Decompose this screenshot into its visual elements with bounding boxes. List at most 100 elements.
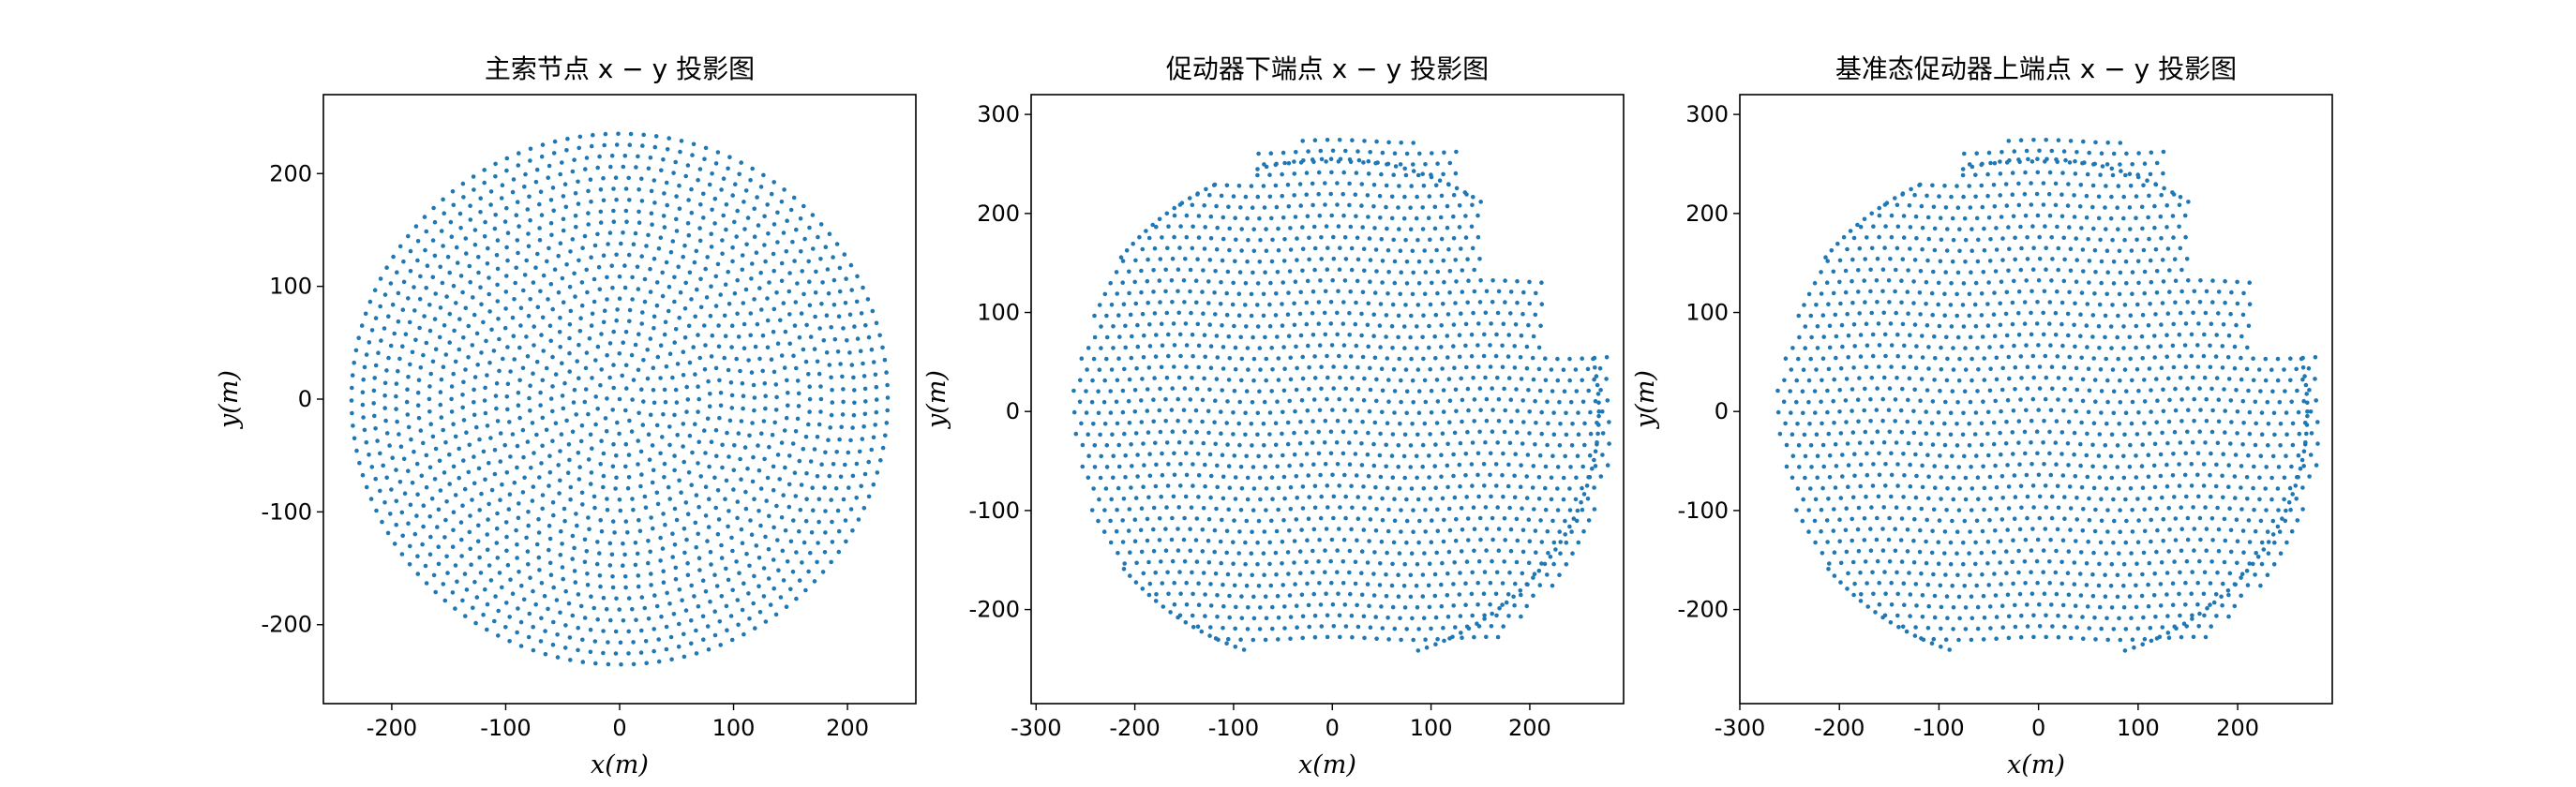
scatter-point — [2263, 486, 2268, 491]
scatter-point — [1300, 635, 1305, 641]
scatter-point — [1957, 356, 1962, 362]
scatter-point — [505, 230, 511, 235]
scatter-point — [2073, 603, 2078, 608]
scatter-point — [2202, 375, 2208, 380]
scatter-point — [1447, 527, 1453, 533]
scatter-point — [350, 410, 354, 416]
scatter-point — [1457, 462, 1462, 468]
scatter-point — [2270, 389, 2275, 394]
scatter-point — [1397, 184, 1401, 188]
scatter-point — [637, 209, 641, 215]
scatter-point — [1447, 420, 1452, 425]
scatter-point — [1389, 215, 1395, 221]
scatter-point — [1831, 528, 1836, 533]
scatter-point — [1391, 172, 1396, 177]
scatter-point — [631, 242, 637, 247]
scatter-point — [1120, 540, 1126, 544]
scatter-point — [1887, 558, 1893, 564]
scatter-point — [1181, 537, 1187, 542]
scatter-point — [1299, 527, 1304, 532]
scatter-point — [1170, 558, 1176, 564]
scatter-point — [1460, 419, 1464, 424]
scatter-point — [2111, 497, 2116, 502]
scatter-point — [2247, 431, 2253, 437]
scatter-point — [1832, 507, 1836, 512]
scatter-point — [1392, 410, 1397, 415]
scatter-point — [2128, 356, 2133, 362]
scatter-point — [783, 329, 788, 334]
scatter-point — [1276, 485, 1281, 491]
scatter-point — [1172, 580, 1176, 586]
scatter-point — [743, 489, 748, 495]
scatter-point — [447, 340, 453, 345]
scatter-point — [560, 565, 565, 570]
scatter-point — [2029, 332, 2034, 337]
scatter-point — [2056, 397, 2060, 402]
scatter-point — [2130, 291, 2134, 297]
scatter-point — [2074, 365, 2079, 371]
scatter-point — [1803, 475, 1807, 481]
scatter-point — [1447, 398, 1453, 404]
scatter-point — [1392, 389, 1398, 394]
scatter-point — [2023, 581, 2028, 586]
scatter-point — [1905, 549, 1910, 554]
scatter-point — [1824, 280, 1830, 286]
scatter-point — [1196, 495, 1201, 499]
scatter-point — [2178, 376, 2183, 380]
scatter-point — [661, 214, 666, 218]
scatter-point — [561, 216, 566, 222]
scatter-point — [2183, 602, 2188, 607]
scatter-point — [1276, 507, 1281, 512]
scatter-point — [481, 612, 486, 617]
scatter-point — [1281, 345, 1286, 349]
scatter-point — [1950, 518, 1954, 524]
scatter-point — [2118, 508, 2122, 512]
scatter-point — [747, 616, 752, 621]
scatter-point — [2282, 367, 2286, 372]
scatter-point — [1919, 506, 1925, 512]
scatter-point — [1318, 602, 1324, 607]
scatter-point — [535, 251, 540, 257]
scatter-point — [2068, 268, 2074, 274]
scatter-point — [1472, 548, 1476, 554]
scatter-point — [394, 522, 399, 527]
scatter-point — [797, 578, 802, 583]
scatter-point — [2147, 560, 2152, 566]
scatter-point — [2030, 483, 2036, 488]
scatter-point — [1206, 560, 1212, 565]
scatter-point — [1183, 257, 1188, 261]
scatter-point — [2115, 334, 2119, 340]
scatter-point — [678, 149, 682, 155]
scatter-point — [1353, 192, 1358, 197]
scatter-point — [1543, 464, 1549, 469]
scatter-point — [838, 474, 844, 480]
scatter-point — [790, 239, 795, 245]
scatter-point — [550, 408, 555, 414]
scatter-point — [1409, 551, 1415, 556]
scatter-point — [2213, 483, 2219, 489]
scatter-point — [2016, 440, 2021, 445]
scatter-point — [2296, 453, 2301, 458]
scatter-point — [1184, 364, 1189, 369]
scatter-point — [2197, 429, 2202, 435]
scatter-point — [630, 275, 635, 280]
scatter-point — [1806, 378, 1812, 383]
scatter-point — [2019, 376, 2024, 380]
scatter-point — [1790, 453, 1796, 459]
scatter-point — [2146, 453, 2151, 458]
scatter-point — [1954, 313, 1959, 319]
scatter-point — [562, 380, 567, 386]
scatter-point — [664, 364, 669, 369]
scatter-point — [573, 580, 578, 585]
scatter-point — [1164, 440, 1170, 445]
scatter-point — [2105, 378, 2110, 383]
scatter-point — [1962, 453, 1967, 459]
scatter-point — [493, 394, 499, 398]
scatter-point — [2060, 171, 2065, 175]
scatter-point — [2244, 366, 2250, 372]
scatter-point — [1596, 423, 1601, 427]
scatter-point — [694, 544, 698, 550]
scatter-point — [1115, 291, 1119, 296]
scatter-point — [1846, 333, 1851, 338]
scatter-point — [552, 139, 558, 144]
